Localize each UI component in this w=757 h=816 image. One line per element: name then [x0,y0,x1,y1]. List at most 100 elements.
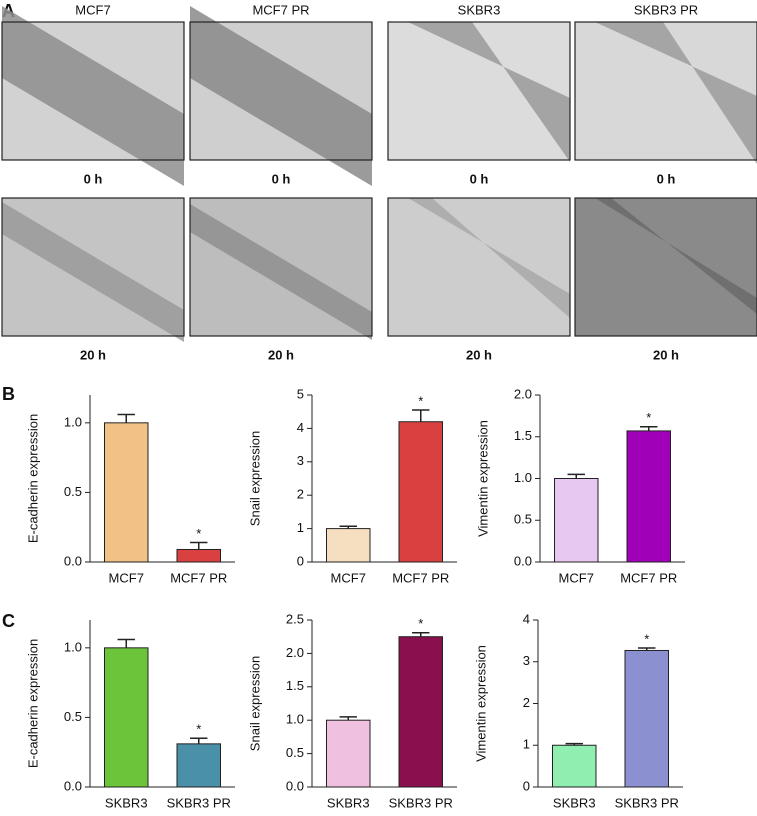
x-tick-label: MCF7 [109,570,144,585]
y-tick-label: 0 [523,778,530,793]
wound-gap [190,6,372,186]
wound-gap [2,202,184,342]
x-tick-label: MCF7 [331,570,366,585]
column-label: MCF7 PR [252,2,309,17]
time-label: 0 h [272,171,291,186]
significance: * [196,722,201,737]
y-axis-label: E-cadherin expression [25,639,40,768]
wound-gap [190,204,372,340]
y-tick-label: 0.5 [286,745,304,760]
y-tick-label: 0.0 [514,553,532,568]
image-frame [1,21,185,161]
bar-chart: Vimentin expression 0.0 0.5 1.0 1.5 2.0 MCF7 MC… [475,386,685,585]
y-tick-label: 4 [523,611,530,626]
x-tick-label: SKBR3 PR [167,795,231,810]
time-label: 0 h [470,171,489,186]
bar [326,528,371,563]
micrograph [189,6,373,186]
significance: * [418,616,423,631]
y-tick-label: 2.0 [514,386,532,401]
panel-label: C [2,611,15,631]
time-label: 0 h [657,171,676,186]
time-label: 20 h [466,347,492,362]
column-label: SKBR3 PR [634,2,698,17]
y-axis-label: Vimentin expression [475,420,490,537]
bar-chart: Snail expression 0 1 2 3 4 5 MCF7 MCF7 PR * [247,386,457,585]
significance: * [196,526,201,541]
image-frame [387,21,571,161]
image-bg [388,198,570,336]
bar [552,744,597,788]
bar-chart: Snail expression 0.0 0.5 1.0 1.5 2.0 2.5 SKBR3 S… [247,611,457,810]
x-tick-label: SKBR3 [327,795,370,810]
image-frame [574,21,757,161]
panel-label: B [2,384,15,404]
image-frame [387,197,571,337]
x-tick-label: SKBR3 PR [389,795,453,810]
y-tick-label: 0.5 [514,512,532,527]
y-tick-label: 2.5 [286,611,304,626]
image-frame [1,197,185,337]
y-tick-label: 1.0 [64,639,82,654]
bar [624,649,669,788]
y-tick-label: 2.0 [286,645,304,660]
time-label: 20 h [653,347,679,362]
wound-gap [2,6,184,186]
bar [398,421,443,563]
bar [398,636,443,788]
y-axis-label: E-cadherin expression [25,414,40,543]
image-frame [189,197,373,337]
x-tick-label: SKBR3 [105,795,148,810]
y-tick-label: 3 [297,453,304,468]
y-tick-label: 3 [523,653,530,668]
micrograph [387,197,571,337]
x-tick-label: MCF7 PR [392,570,449,585]
significance: * [418,393,423,408]
y-tick-label: 4 [297,420,304,435]
time-label: 20 h [268,347,294,362]
y-tick-label: 1.5 [514,428,532,443]
y-tick-label: 0.0 [64,553,82,568]
time-label: 20 h [80,347,106,362]
x-tick-label: MCF7 [559,570,594,585]
y-tick-label: 1 [297,520,304,535]
y-tick-label: 0.5 [64,484,82,499]
y-tick-label: 2 [297,487,304,502]
y-tick-label: 1.5 [286,678,304,693]
y-axis-label: Snail expression [247,431,262,526]
micrograph [387,21,571,162]
y-tick-label: 1 [523,737,530,752]
column-label: SKBR3 [458,2,501,17]
bar [104,422,149,563]
micrograph [574,21,757,164]
y-tick-label: 1.0 [514,470,532,485]
image-frame [189,21,373,161]
column-label: MCF7 [75,2,110,17]
bar [176,548,221,563]
image-frame [574,197,757,337]
x-tick-label: MCF7 PR [620,570,677,585]
image-bg [575,198,757,336]
y-tick-label: 5 [297,386,304,401]
bar [554,478,599,563]
x-tick-label: SKBR3 PR [615,795,679,810]
y-tick-label: 0.5 [64,709,82,724]
micrograph [574,197,757,337]
y-tick-label: 2 [523,695,530,710]
bar [326,719,371,788]
wound-gap [408,22,570,162]
bar [176,743,221,788]
significance: * [644,631,649,646]
time-label: 0 h [84,171,103,186]
bar [104,647,149,788]
y-tick-label: 0.0 [64,778,82,793]
wound-gap [595,22,757,164]
micrograph [1,6,185,186]
y-axis-label: Vimentin expression [473,645,488,762]
y-tick-label: 1.0 [286,712,304,727]
y-tick-label: 0.0 [286,778,304,793]
y-tick-label: 0 [297,553,304,568]
y-axis-label: Snail expression [247,656,262,751]
bar [626,430,671,563]
